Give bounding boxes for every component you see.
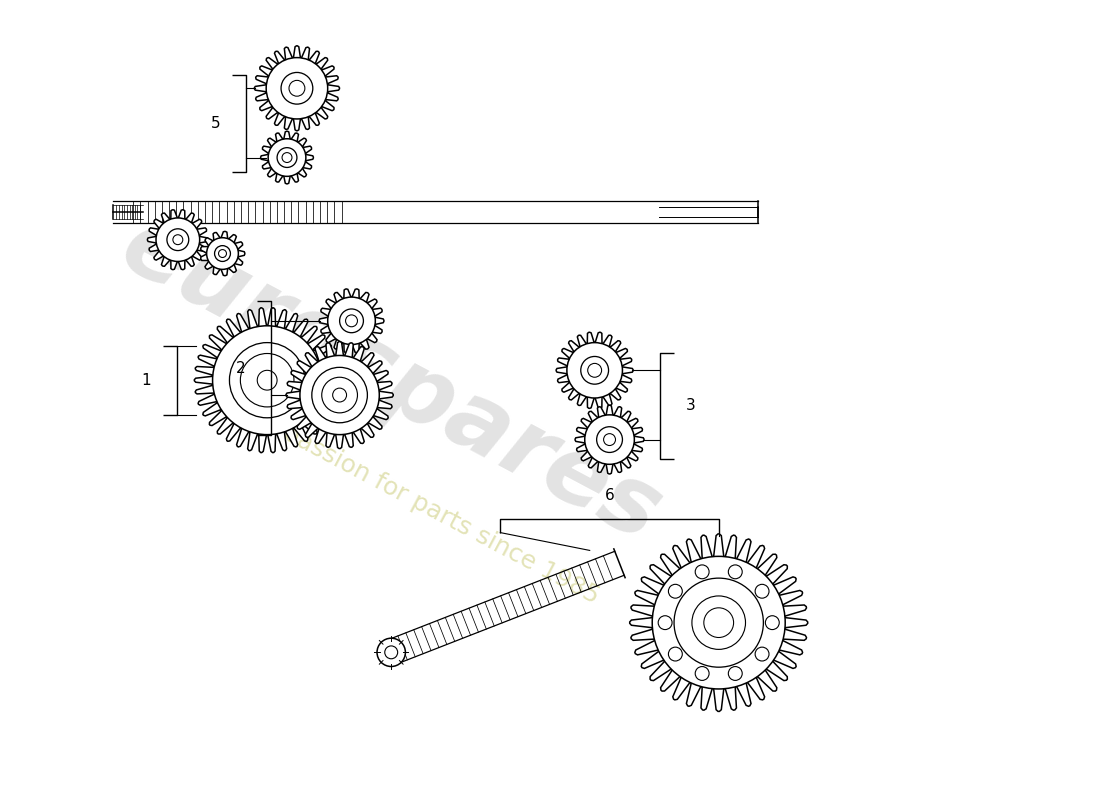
Circle shape [728,666,743,681]
Circle shape [257,370,277,390]
Text: eurospares: eurospares [106,199,676,561]
Circle shape [695,565,710,578]
Circle shape [728,565,743,578]
Circle shape [230,342,305,418]
Circle shape [340,309,363,333]
Circle shape [581,357,608,384]
Polygon shape [319,289,384,353]
Text: 3: 3 [686,398,695,414]
Polygon shape [254,46,340,130]
Circle shape [566,342,623,398]
Text: 2: 2 [235,361,245,376]
Circle shape [328,297,375,345]
Circle shape [214,246,230,262]
Text: 5: 5 [211,117,220,131]
Circle shape [345,315,358,326]
Polygon shape [147,210,208,270]
Polygon shape [195,308,340,453]
Circle shape [587,363,602,378]
Circle shape [241,354,294,407]
Circle shape [704,608,734,638]
Circle shape [385,646,398,658]
Polygon shape [557,332,634,408]
Circle shape [268,138,306,176]
Circle shape [755,647,769,661]
Polygon shape [286,342,393,449]
Circle shape [156,218,200,262]
Circle shape [266,58,328,119]
Text: 1: 1 [142,373,151,388]
Circle shape [695,666,710,681]
Circle shape [207,238,239,270]
Circle shape [674,578,763,667]
Circle shape [604,434,616,446]
Circle shape [289,80,305,96]
Polygon shape [575,406,644,474]
Circle shape [377,638,406,666]
Circle shape [173,234,183,245]
Circle shape [755,584,769,598]
Circle shape [669,584,682,598]
Circle shape [692,596,746,650]
Polygon shape [261,131,314,184]
Polygon shape [200,231,245,276]
Polygon shape [629,534,807,711]
Circle shape [332,388,346,402]
Circle shape [212,326,321,434]
Circle shape [321,378,358,413]
Circle shape [669,647,682,661]
Circle shape [277,148,297,167]
Circle shape [219,250,227,258]
Circle shape [585,415,635,464]
Circle shape [311,367,367,422]
Circle shape [282,73,312,104]
Circle shape [167,229,189,250]
Circle shape [658,616,672,630]
Text: 6: 6 [605,488,615,503]
Circle shape [766,616,779,630]
Text: a passion for parts since 1985: a passion for parts since 1985 [258,410,604,608]
Circle shape [652,556,785,689]
Circle shape [282,153,292,162]
Circle shape [300,355,379,434]
Circle shape [596,426,623,453]
